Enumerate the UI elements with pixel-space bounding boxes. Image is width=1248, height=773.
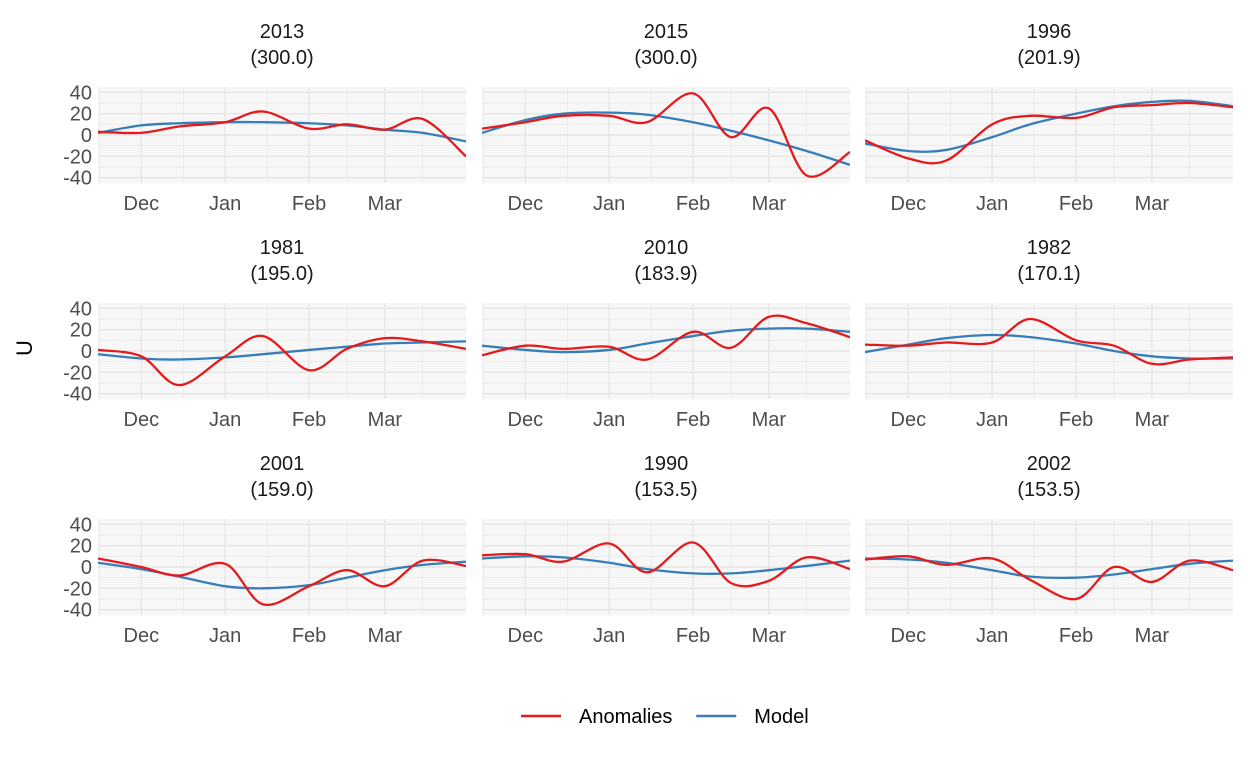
y-tick-label: 40 — [70, 298, 92, 320]
facet-title: 2001 — [260, 453, 305, 475]
y-tick-label: 20 — [70, 320, 92, 342]
y-tick-label: -40 — [63, 600, 92, 622]
facet-subtitle: (159.0) — [250, 479, 313, 501]
x-tick-label: Jan — [976, 193, 1008, 215]
x-tick-label: Feb — [1059, 193, 1093, 215]
facet-subtitle: (201.9) — [1017, 47, 1080, 69]
series-line-anomalies — [865, 317, 1233, 366]
facet-title: 2010 — [644, 237, 689, 259]
x-tick-label: Mar — [752, 625, 787, 647]
legend: Anomalies Model — [521, 706, 809, 728]
series-line-anomalies — [482, 541, 850, 588]
facet-subtitle: (153.5) — [1017, 479, 1080, 501]
facet-subtitle: (300.0) — [634, 47, 697, 69]
facet-title: 1981 — [260, 237, 305, 259]
series-line-model — [482, 111, 850, 166]
series-line-model — [865, 99, 1233, 153]
series-line-anomalies — [98, 334, 466, 387]
x-tick-label: Dec — [891, 193, 927, 215]
series-line-anomalies — [98, 110, 466, 158]
x-tick-label: Dec — [508, 409, 544, 431]
x-tick-label: Feb — [292, 625, 326, 647]
facet-title: 1982 — [1027, 237, 1072, 259]
x-tick-label: Jan — [593, 193, 625, 215]
x-tick-label: Jan — [976, 625, 1008, 647]
series-line-model — [865, 333, 1233, 360]
series-line-model — [98, 120, 466, 143]
facet-title: 1996 — [1027, 21, 1072, 43]
x-tick-label: Feb — [676, 409, 710, 431]
series-line-anomalies — [482, 92, 850, 178]
facet-subtitle: (170.1) — [1017, 263, 1080, 285]
facet-panel-2002: 2002 (153.5) Dec Jan Feb Mar — [865, 453, 1233, 647]
facet-panel-2015: 2015 (300.0) Dec Jan Feb Mar — [482, 21, 850, 215]
facet-title: 2015 — [644, 21, 689, 43]
facet-panel-2010: 2010 (183.9) Dec Jan Feb Mar — [482, 237, 850, 431]
facet-subtitle: (300.0) — [250, 47, 313, 69]
x-tick-label: Jan — [593, 409, 625, 431]
x-tick-label: Mar — [368, 409, 403, 431]
y-tick-label: -40 — [63, 168, 92, 190]
y-tick-label: -20 — [63, 362, 92, 384]
facet-panel-1990: 1990 (153.5) Dec Jan Feb Mar — [482, 453, 850, 647]
facet-title: 2013 — [260, 21, 305, 43]
series-line-anomalies — [98, 557, 466, 607]
x-tick-label: Mar — [368, 193, 403, 215]
x-tick-label: Dec — [124, 193, 160, 215]
x-tick-label: Dec — [508, 625, 544, 647]
x-tick-label: Jan — [209, 193, 241, 215]
series-line-anomalies — [865, 555, 1233, 601]
facet-title: 1990 — [644, 453, 689, 475]
x-tick-label: Dec — [508, 193, 544, 215]
y-tick-label: 20 — [70, 104, 92, 126]
x-tick-label: Feb — [1059, 625, 1093, 647]
x-tick-label: Mar — [1135, 625, 1170, 647]
y-axis-title: U — [12, 340, 37, 356]
x-tick-label: Feb — [292, 409, 326, 431]
x-tick-label: Dec — [891, 625, 927, 647]
x-tick-label: Jan — [209, 409, 241, 431]
x-tick-label: Mar — [1135, 409, 1170, 431]
x-tick-label: Dec — [891, 409, 927, 431]
x-tick-label: Mar — [368, 625, 403, 647]
y-tick-label: 0 — [81, 557, 92, 579]
x-tick-label: Feb — [1059, 409, 1093, 431]
facet-panel-1996: 1996 (201.9) Dec Jan Feb Mar — [865, 21, 1233, 215]
x-tick-label: Feb — [292, 193, 326, 215]
x-tick-label: Jan — [593, 625, 625, 647]
y-tick-label: 0 — [81, 341, 92, 363]
series-line-anomalies — [865, 101, 1233, 165]
y-tick-label: 0 — [81, 125, 92, 147]
x-tick-label: Jan — [976, 409, 1008, 431]
facet-subtitle: (195.0) — [250, 263, 313, 285]
x-tick-label: Mar — [1135, 193, 1170, 215]
y-tick-label: 40 — [70, 514, 92, 536]
facet-panel-1982: 1982 (170.1) Dec Jan Feb Mar — [865, 237, 1233, 431]
x-tick-label: Jan — [209, 625, 241, 647]
x-tick-label: Dec — [124, 409, 160, 431]
legend-label-anomalies: Anomalies — [579, 706, 672, 728]
facet-title: 2002 — [1027, 453, 1072, 475]
facet-subtitle: (153.5) — [634, 479, 697, 501]
y-tick-label: -20 — [63, 578, 92, 600]
x-tick-label: Dec — [124, 625, 160, 647]
y-tick-label: 20 — [70, 536, 92, 558]
x-tick-label: Mar — [752, 193, 787, 215]
y-tick-label: -20 — [63, 146, 92, 168]
x-tick-label: Mar — [752, 409, 787, 431]
series-line-model — [482, 327, 850, 354]
y-tick-label: -40 — [63, 384, 92, 406]
series-line-anomalies — [482, 314, 850, 361]
x-tick-label: Feb — [676, 193, 710, 215]
x-tick-label: Feb — [676, 625, 710, 647]
y-tick-label: 40 — [70, 82, 92, 104]
legend-label-model: Model — [754, 706, 808, 728]
facet-subtitle: (183.9) — [634, 263, 697, 285]
